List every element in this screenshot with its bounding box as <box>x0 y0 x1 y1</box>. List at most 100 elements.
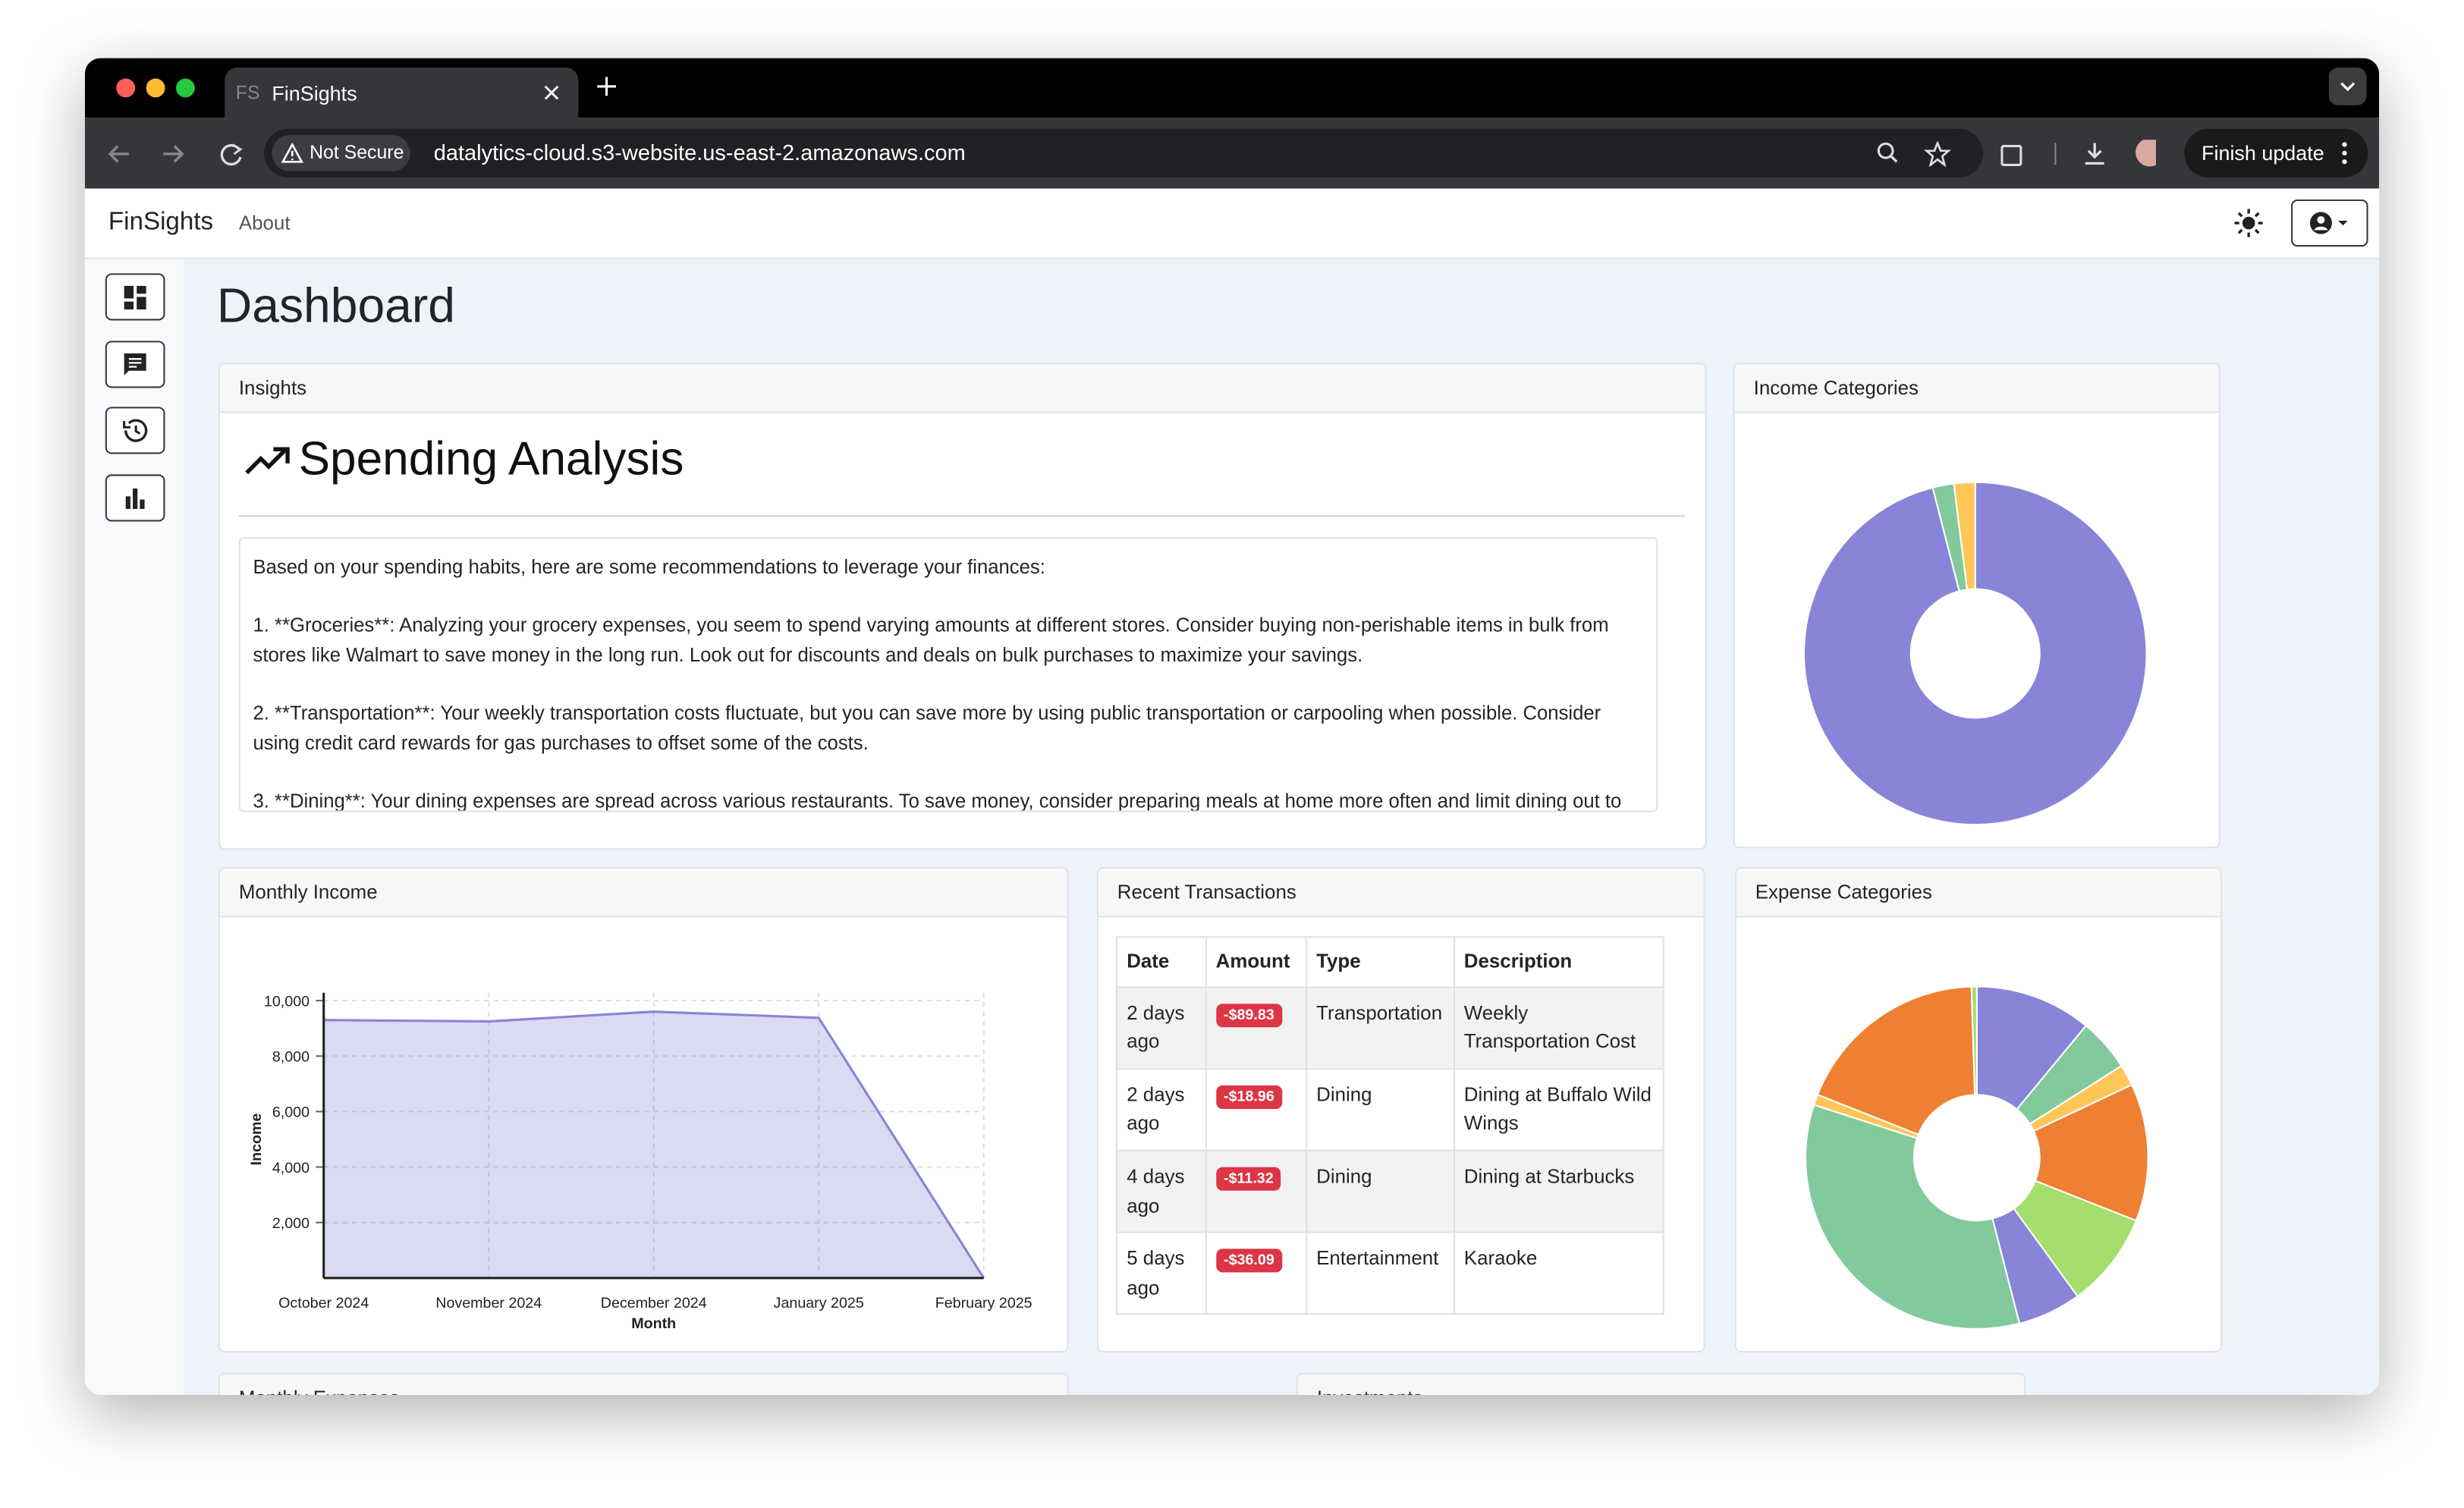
divider <box>238 515 1685 517</box>
decoration <box>140 499 145 509</box>
x-tick-label: February 2025 <box>935 1295 1032 1312</box>
transaction-row: 4 days ago -$11.32 Dining Dining at Starbuc… <box>1115 1149 1664 1233</box>
amount-badge: -$11.32 <box>1215 1167 1282 1191</box>
decoration <box>125 496 130 509</box>
nav-link[interactable]: About <box>238 212 291 234</box>
dashboard-icon <box>124 285 146 309</box>
close-button[interactable] <box>116 78 136 98</box>
menu-icon <box>2342 142 2347 165</box>
charts-button[interactable] <box>105 474 165 522</box>
decoration <box>2317 215 2325 224</box>
history-icon <box>123 419 148 442</box>
column-header: Type <box>1305 936 1455 988</box>
security-label: Not Secure <box>310 141 404 164</box>
profile-button[interactable] <box>2291 199 2368 247</box>
y-tick-label: 2,000 <box>272 1215 310 1232</box>
decoration <box>137 285 146 294</box>
icon-path <box>2338 220 2348 226</box>
pie-slice <box>1802 481 2148 826</box>
insight-paragraph: Based on your spending habits, here are … <box>253 556 1045 579</box>
decoration <box>1877 142 1894 159</box>
icon-path <box>1889 154 1898 163</box>
table-cell: Karaoke <box>1453 1231 1664 1315</box>
update-button[interactable]: Finish update <box>2184 128 2368 178</box>
table-cell: -$11.32 <box>1205 1149 1307 1233</box>
y-tick-label: 10,000 <box>264 993 310 1010</box>
icon-path <box>245 449 286 475</box>
amount-badge: -$89.83 <box>1215 1003 1283 1027</box>
table-cell: Weekly Transportation Cost <box>1453 985 1664 1070</box>
pie-slice <box>1816 985 1976 1136</box>
toolbar-icons[interactable] <box>1999 140 2156 168</box>
url: datalytics-cloud.s3-website.us-east-2.am… <box>433 140 966 165</box>
investments-card: Investments <box>1296 1372 2026 1395</box>
header-row: Date Amount Type Description <box>1115 936 1664 988</box>
profile-icon <box>2309 212 2348 234</box>
icon-path <box>108 145 129 163</box>
zoom-button[interactable] <box>175 78 195 98</box>
table-cell: 2 days ago <box>1115 985 1207 1070</box>
transaction-row: 5 days ago -$36.09 Entertainment Karaoke <box>1115 1231 1664 1315</box>
table-cell: Transportation <box>1305 985 1455 1070</box>
amount-badge: -$36.09 <box>1215 1249 1283 1273</box>
icon-path <box>123 420 130 429</box>
card-header: Expense Categories <box>1736 869 2220 918</box>
decoration <box>2342 142 2347 147</box>
decoration <box>124 301 134 309</box>
card-header: Recent Transactions <box>1098 869 1704 918</box>
icon-path <box>2340 82 2356 92</box>
toolbar: Not Secure datalytics-cloud.s3-website.u… <box>84 118 2380 189</box>
transactions-table: Date Amount Type Description 2 days ago -$89.… <box>1115 936 1664 1315</box>
card-header: Monthly Expenses <box>219 1374 1067 1395</box>
insight-paragraph: 1. **Groceries**: Analyzing your grocery… <box>253 614 1609 666</box>
tab-close[interactable] <box>544 85 560 101</box>
y-axis-label: Income <box>248 1113 265 1165</box>
tab-title: FinSights <box>272 81 357 105</box>
monthly-income-card: Monthly Income <box>218 867 1069 1352</box>
page-title: Dashboard <box>216 278 455 334</box>
x-tick-label: December 2024 <box>601 1295 707 1312</box>
insight-paragraph: 2. **Transportation**: Your weekly trans… <box>253 702 1601 754</box>
insights-card: Insights Spending Analysis Based on your… <box>218 363 1707 850</box>
address-bar[interactable]: Not Secure datalytics-cloud.s3-website.u… <box>263 128 1984 178</box>
sidebar <box>84 259 184 1395</box>
transaction-row: 2 days ago -$89.83 Transportation Weekly Tr… <box>1115 985 1664 1070</box>
decoration <box>2342 150 2347 156</box>
minimize-button[interactable] <box>146 78 165 98</box>
monthly-expenses-card: Monthly Expenses <box>218 1372 1069 1395</box>
icon-path <box>163 145 184 163</box>
security-chip[interactable]: Not Secure <box>272 135 410 171</box>
column-header: Amount <box>1205 936 1307 988</box>
theme-toggle[interactable] <box>2234 209 2263 237</box>
transactions-card: Recent Transactions Date Amount Type Descri… <box>1096 867 1705 1352</box>
icon-path <box>281 143 303 163</box>
icon-path <box>134 426 141 435</box>
pie-slice <box>1805 1104 2021 1330</box>
card-header: Insights <box>219 364 1705 413</box>
decoration <box>124 285 134 299</box>
chat-button[interactable] <box>105 341 165 388</box>
y-tick-label: 4,000 <box>272 1160 310 1177</box>
new-tab[interactable] <box>597 77 616 96</box>
decoration <box>2136 140 2156 167</box>
pie-slice <box>1953 481 1976 591</box>
card-header: Income Categories <box>1734 364 2219 413</box>
nav-buttons[interactable] <box>107 141 248 166</box>
table-cell: Dining <box>1305 1149 1455 1233</box>
browser-tab[interactable]: FS FinSights <box>225 68 579 118</box>
history-button[interactable] <box>105 407 165 454</box>
icon-path <box>231 143 243 156</box>
icon-path <box>2085 143 2104 165</box>
tab-search[interactable] <box>2328 68 2367 105</box>
insight-text: Based on your spending habits, here are … <box>238 537 1658 812</box>
table-cell: 4 days ago <box>1115 1149 1207 1233</box>
column-header: Description <box>1453 936 1664 988</box>
dashboard-button[interactable] <box>105 273 165 321</box>
url-icons[interactable] <box>1876 141 1970 167</box>
table-cell: Dining <box>1305 1067 1455 1151</box>
brand[interactable]: FinSights <box>108 209 214 236</box>
table-cell: -$18.96 <box>1205 1067 1307 1151</box>
decoration <box>133 489 138 509</box>
